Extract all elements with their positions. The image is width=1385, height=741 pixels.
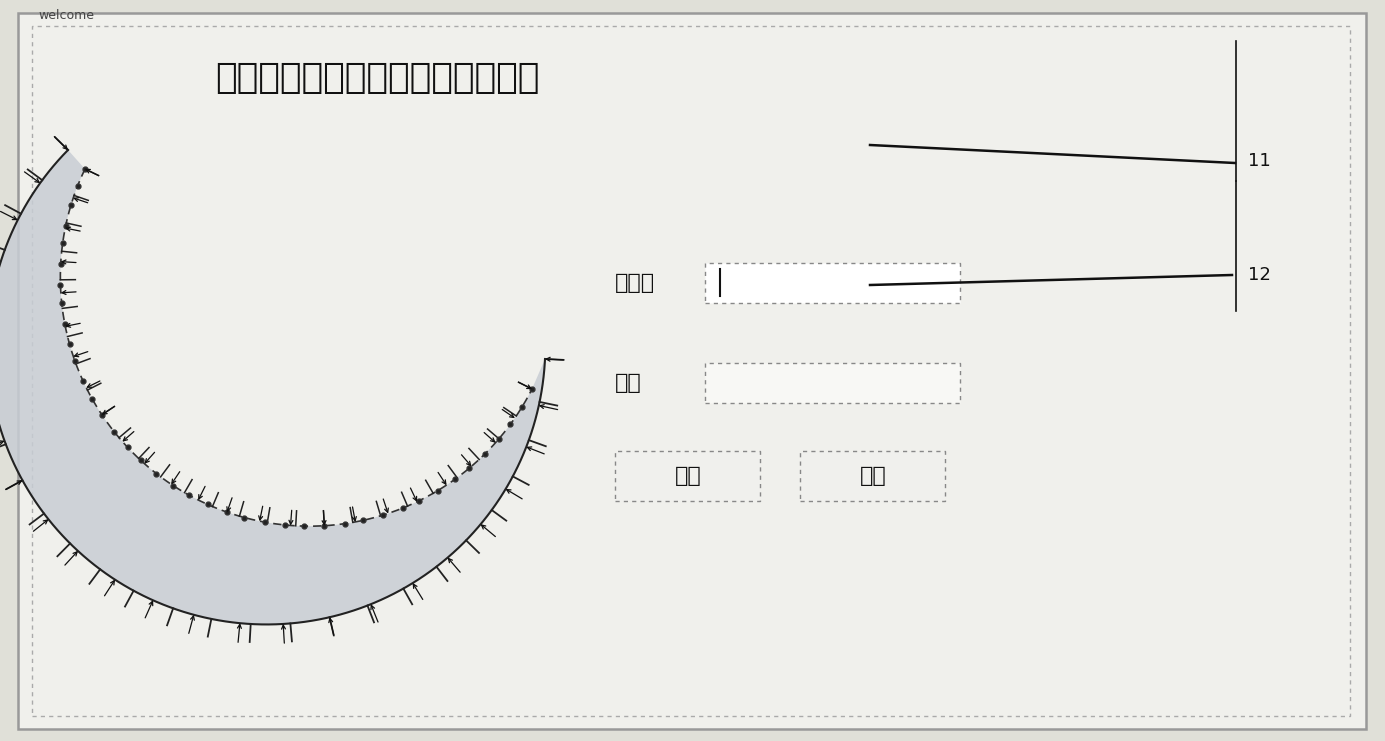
- Polygon shape: [0, 150, 546, 625]
- Text: 退出: 退出: [860, 466, 886, 486]
- Text: 欢迎进入油膜轴承油膜分析系统！: 欢迎进入油膜轴承油膜分析系统！: [215, 61, 539, 95]
- Text: 确定: 确定: [674, 466, 701, 486]
- FancyBboxPatch shape: [705, 363, 960, 403]
- Text: welcome: welcome: [37, 9, 94, 22]
- FancyBboxPatch shape: [705, 263, 960, 303]
- FancyBboxPatch shape: [615, 451, 760, 501]
- FancyBboxPatch shape: [18, 13, 1366, 729]
- FancyBboxPatch shape: [801, 451, 945, 501]
- Text: 用户名: 用户名: [615, 273, 655, 293]
- Text: 12: 12: [1248, 266, 1271, 284]
- Text: 11: 11: [1248, 152, 1271, 170]
- Text: 密码: 密码: [615, 373, 641, 393]
